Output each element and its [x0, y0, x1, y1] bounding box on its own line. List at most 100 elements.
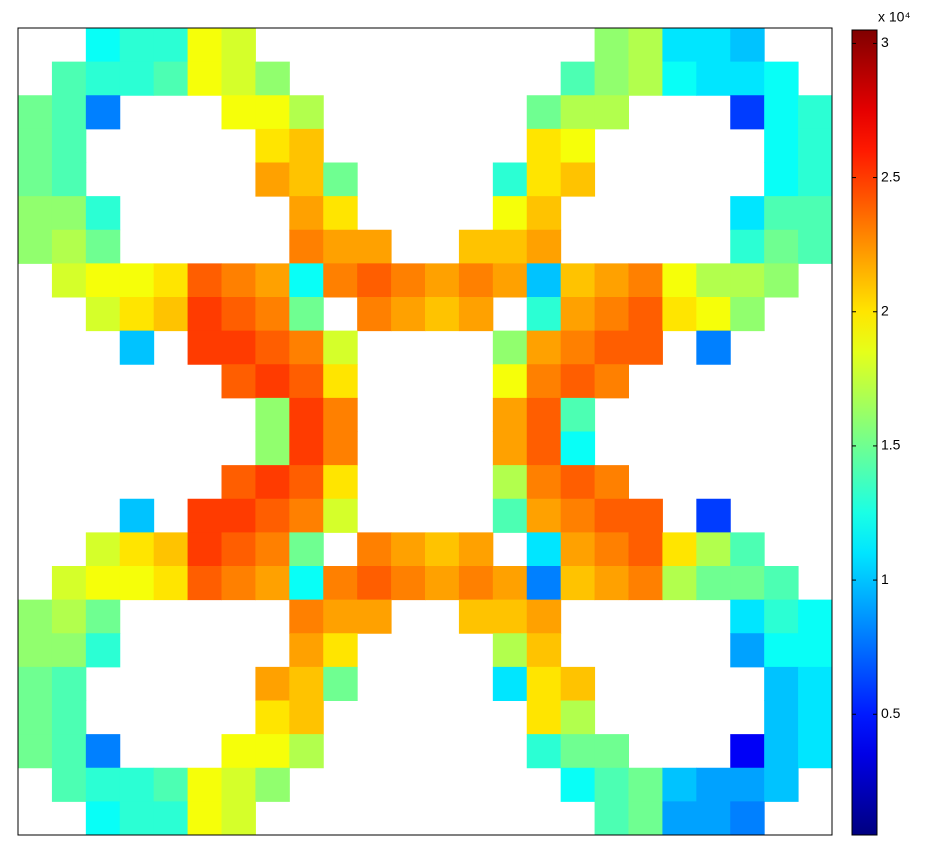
- heatmap-cell: [255, 767, 290, 802]
- heatmap-cell: [696, 566, 731, 601]
- heatmap-cell: [18, 162, 53, 197]
- heatmap-cell: [798, 162, 833, 197]
- heatmap-cell: [594, 767, 629, 802]
- heatmap-cell: [526, 162, 562, 197]
- heatmap-cell: [594, 465, 629, 500]
- heatmap-cell: [492, 330, 528, 365]
- heatmap-cell: [221, 330, 256, 365]
- heatmap-cell: [51, 700, 87, 735]
- heatmap-cell: [492, 229, 528, 264]
- heatmap-cell: [289, 566, 324, 601]
- heatmap-cell: [289, 196, 324, 231]
- heatmap-cell: [289, 297, 324, 332]
- heatmap-cell: [492, 196, 528, 231]
- heatmap-cell: [289, 633, 324, 668]
- heatmap-cell: [628, 263, 663, 298]
- heatmap-cell: [662, 566, 697, 601]
- heatmap-cell: [458, 297, 494, 332]
- heatmap-cell: [594, 330, 629, 365]
- heatmap-cell: [85, 297, 121, 332]
- heatmap-cell: [221, 95, 256, 130]
- heatmap-cell: [730, 566, 765, 601]
- heatmap-cell: [119, 61, 155, 96]
- heatmap-cell: [798, 734, 833, 769]
- heatmap-cell: [492, 498, 528, 533]
- heatmap-cell: [51, 767, 87, 802]
- heatmap-cell: [323, 599, 358, 634]
- heatmap-cell: [391, 263, 426, 298]
- heatmap-cell: [425, 566, 460, 601]
- heatmap-cell: [764, 61, 799, 96]
- heatmap-cell: [560, 734, 596, 769]
- heatmap-cell: [289, 397, 324, 432]
- heatmap-cell: [357, 532, 392, 567]
- heatmap-cell: [323, 364, 358, 399]
- heatmap-cell: [289, 734, 324, 769]
- heatmap-cell: [730, 196, 765, 231]
- heatmap-cell: [18, 666, 53, 701]
- heatmap-cell: [153, 767, 189, 802]
- heatmap-cell: [85, 28, 121, 63]
- heatmap-cell: [51, 229, 87, 264]
- heatmap-cell: [628, 498, 663, 533]
- heatmap-cell: [696, 28, 731, 63]
- heatmap-cell: [560, 431, 596, 466]
- heatmap-cell: [51, 599, 87, 634]
- heatmap-cell: [526, 330, 562, 365]
- heatmap-cell: [764, 229, 799, 264]
- heatmap-cell: [730, 95, 765, 130]
- heatmap-cell: [18, 734, 53, 769]
- heatmap-cell: [187, 263, 222, 298]
- heatmap-cell: [425, 297, 460, 332]
- heatmap-cell: [357, 566, 392, 601]
- heatmap-cell: [255, 734, 290, 769]
- colorbar-tick-label: 3: [881, 34, 889, 50]
- heatmap-cell: [18, 95, 53, 130]
- heatmap-cell: [323, 229, 358, 264]
- heatmap-cell: [51, 633, 87, 668]
- heatmap-cell: [560, 767, 596, 802]
- heatmap-cell: [323, 263, 358, 298]
- heatmap-cell: [221, 566, 256, 601]
- heatmap-cell: [255, 397, 290, 432]
- heatmap-cell: [119, 263, 155, 298]
- heatmap-cell: [119, 28, 155, 63]
- heatmap-cell: [51, 263, 87, 298]
- heatmap-cell: [153, 566, 189, 601]
- heatmap-cell: [187, 61, 222, 96]
- heatmap-cell: [323, 196, 358, 231]
- heatmap-cell: [255, 128, 290, 163]
- heatmap-cell: [85, 229, 121, 264]
- heatmap-cell: [85, 801, 121, 836]
- heatmap-cell: [526, 95, 562, 130]
- heatmap-cell: [289, 162, 324, 197]
- heatmap-cell: [18, 229, 53, 264]
- heatmap-cell: [560, 498, 596, 533]
- heatmap-cell: [221, 263, 256, 298]
- heatmap-cell: [662, 532, 697, 567]
- heatmap-cell: [526, 297, 562, 332]
- heatmap-cell: [289, 95, 324, 130]
- heatmap-cell: [85, 633, 121, 668]
- heatmap-cell: [289, 465, 324, 500]
- heatmap-cell: [357, 599, 392, 634]
- heatmap-cell: [628, 801, 663, 836]
- heatmap-cell: [696, 498, 731, 533]
- heatmap-cell: [255, 431, 290, 466]
- heatmap-cell: [492, 431, 528, 466]
- heatmap-cell: [323, 465, 358, 500]
- heatmap-cell: [51, 566, 87, 601]
- heatmap-cell: [492, 666, 528, 701]
- heatmap-cell: [492, 162, 528, 197]
- heatmap-cell: [187, 297, 222, 332]
- colorbar-tick-label: 1.5: [881, 437, 901, 453]
- heatmap-cell: [323, 666, 358, 701]
- heatmap-cell: [458, 229, 494, 264]
- heatmap-cell: [391, 532, 426, 567]
- heatmap-cell: [119, 297, 155, 332]
- heatmap-cell: [594, 532, 629, 567]
- heatmap: [18, 28, 833, 836]
- heatmap-cell: [187, 28, 222, 63]
- heatmap-cell: [255, 364, 290, 399]
- heatmap-cell: [594, 734, 629, 769]
